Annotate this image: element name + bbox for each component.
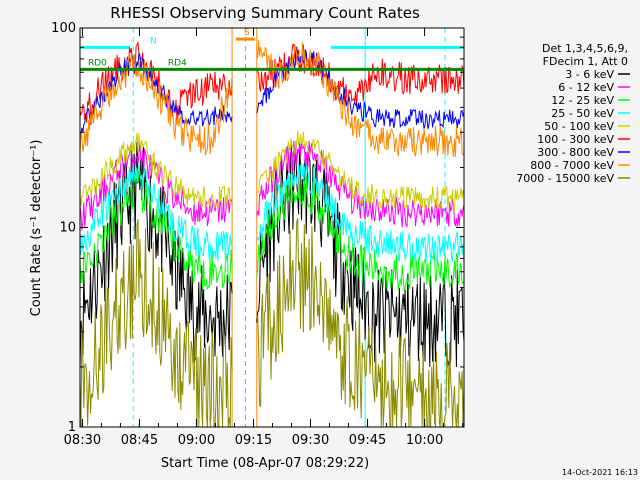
x-tick-label-6: 10:00 xyxy=(406,433,443,448)
flag-label-rd0: RD0 xyxy=(88,58,107,68)
legend-header-1: FDecim 1, Att 0 xyxy=(543,55,628,68)
legend-label-2: 12 - 25 keV xyxy=(551,94,614,107)
legend-label-5: 100 - 300 keV xyxy=(537,133,614,146)
x-tick-label-2: 09:00 xyxy=(178,433,215,448)
series-50-100-kev-segment-0 xyxy=(79,132,233,209)
series-100-300-kev-segment-1 xyxy=(256,43,465,110)
y-tick-label-0: 1 xyxy=(68,420,76,435)
series-12-25-kev-segment-1 xyxy=(256,175,465,292)
series-25-50-kev-segment-1 xyxy=(256,162,465,264)
y-tick-label-2: 100 xyxy=(51,21,76,36)
chart-title: RHESSI Observing Summary Count Rates xyxy=(110,4,420,22)
y-tick-label-1: 10 xyxy=(59,221,76,236)
series-800-7000-kev-segment-1 xyxy=(256,39,465,157)
x-tick-label-0: 08:30 xyxy=(64,433,101,448)
legend-label-1: 6 - 12 keV xyxy=(558,81,614,94)
series-12-25-kev-segment-0 xyxy=(79,170,233,290)
legend-label-0: 3 - 6 keV xyxy=(565,68,614,81)
x-tick-label-1: 08:45 xyxy=(121,433,158,448)
series-800-7000-kev-segment-0 xyxy=(79,54,233,156)
flag-label-n: N xyxy=(150,36,157,46)
x-axis-label: Start Time (08-Apr-07 08:29:22) xyxy=(161,456,369,471)
generation-timestamp: 14-Oct-2021 16:13 xyxy=(562,468,638,477)
series-25-50-kev-segment-0 xyxy=(79,162,233,262)
legend-header-0: Det 1,3,4,5,6,9, xyxy=(542,42,628,55)
x-tick-label-5: 09:45 xyxy=(349,433,386,448)
legend-label-7: 800 - 7000 keV xyxy=(530,159,614,172)
flag-label-rd4: RD4 xyxy=(168,58,187,68)
x-tick-label-3: 09:15 xyxy=(235,433,272,448)
x-tick-label-4: 09:30 xyxy=(292,433,329,448)
legend-label-6: 300 - 800 keV xyxy=(537,146,614,159)
flag-label-s: S xyxy=(244,28,250,38)
y-axis-label: Count Rate (s⁻¹ detector⁻¹) xyxy=(29,140,44,317)
legend-label-4: 50 - 100 keV xyxy=(544,120,614,133)
series-100-300-kev-segment-0 xyxy=(79,42,233,123)
series-3-6-kev-segment-1 xyxy=(256,141,465,368)
series-6-12-kev-segment-1 xyxy=(256,140,465,228)
legend-label-8: 7000 - 15000 keV xyxy=(516,172,614,185)
series-7000-15000-kev-segment-1 xyxy=(256,217,465,428)
series-6-12-kev-segment-0 xyxy=(79,142,233,231)
series-50-100-kev-segment-1 xyxy=(256,130,465,212)
series-7000-15000-kev-segment-0 xyxy=(79,219,233,428)
legend-label-3: 25 - 50 keV xyxy=(551,107,614,120)
